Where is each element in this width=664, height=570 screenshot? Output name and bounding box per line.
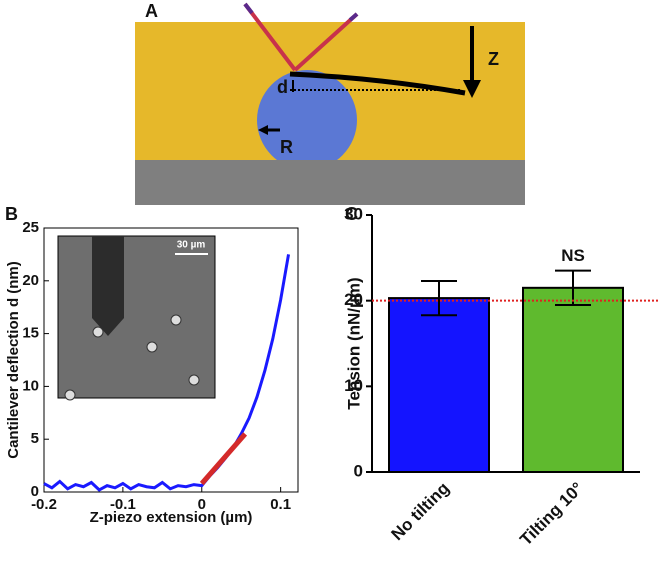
y-tick-label: 20	[344, 290, 363, 309]
y-tick-label: 30	[344, 204, 363, 223]
laser-out	[293, 12, 359, 72]
z-label: Z	[488, 49, 499, 69]
cantilever	[289, 71, 466, 96]
y-tick-label: 20	[22, 272, 39, 289]
y-tick-label: 25	[22, 219, 39, 236]
r-label: R	[280, 137, 293, 157]
bar	[388, 297, 490, 474]
annotation: NS	[561, 246, 585, 265]
inset-probe	[92, 236, 124, 336]
inset-bead	[188, 374, 200, 386]
r-arrowhead	[258, 125, 268, 135]
panel-a: A Z d R	[135, 1, 525, 205]
inset-bead	[64, 389, 76, 401]
x-tick-label: 0	[198, 496, 206, 513]
panel-label: B	[5, 204, 18, 224]
y-axis-label: Tension (nN/µm)	[344, 277, 363, 409]
inset-bead	[170, 314, 182, 326]
y-tick-label: 0	[354, 461, 363, 480]
y-tick-label: 5	[31, 430, 39, 447]
laser-end	[243, 2, 254, 15]
deflection-line	[43, 254, 291, 492]
laser-end	[348, 12, 359, 22]
x-tick-label: No tilting	[387, 479, 453, 545]
inset-bead	[146, 341, 158, 353]
x-tick-label: -0.2	[31, 496, 57, 513]
inset-image	[57, 235, 216, 399]
panel-label: C	[345, 204, 358, 224]
x-tick-label: 0.1	[270, 496, 291, 513]
y-tick-label: 0	[31, 483, 39, 500]
scale-label: 30 µm	[177, 240, 206, 251]
inset-bead	[92, 326, 104, 338]
x-tick-label: Tilting 10°	[516, 478, 587, 549]
laser-in	[243, 2, 297, 72]
cell	[257, 70, 357, 160]
bar	[522, 286, 624, 474]
y-tick-label: 10	[344, 376, 363, 395]
y-tick-label: 15	[22, 325, 39, 342]
substrate	[135, 160, 525, 205]
x-axis-label: Z-piezo extension (µm)	[90, 509, 253, 526]
panel-label: A	[145, 1, 158, 21]
y-tick-label: 10	[22, 377, 39, 394]
x-tick-label: -0.1	[110, 496, 136, 513]
fit-line	[199, 432, 248, 486]
z-arrowhead	[463, 80, 481, 98]
y-axis-label: Cantilever deflection d (nm)	[5, 261, 22, 459]
d-label: d	[277, 77, 288, 97]
